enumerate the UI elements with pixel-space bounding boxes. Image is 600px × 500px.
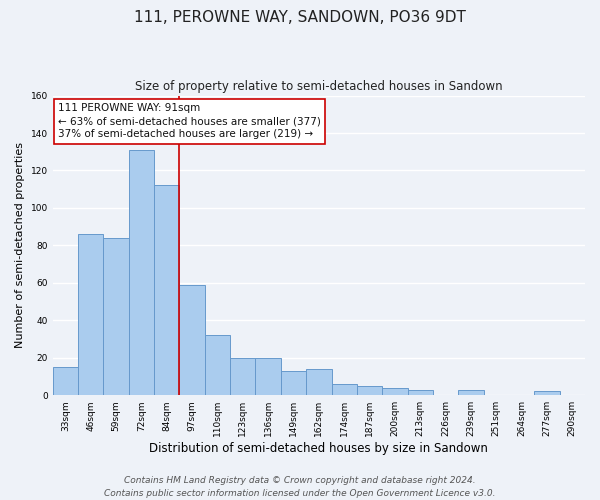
Bar <box>306 369 332 395</box>
Bar <box>458 390 484 395</box>
Bar <box>103 238 129 395</box>
Text: 111 PEROWNE WAY: 91sqm
← 63% of semi-detached houses are smaller (377)
37% of se: 111 PEROWNE WAY: 91sqm ← 63% of semi-det… <box>58 103 321 140</box>
Bar <box>357 386 382 395</box>
Bar <box>205 336 230 395</box>
Bar <box>407 390 433 395</box>
Text: 111, PEROWNE WAY, SANDOWN, PO36 9DT: 111, PEROWNE WAY, SANDOWN, PO36 9DT <box>134 10 466 25</box>
Bar <box>78 234 103 395</box>
Bar <box>154 186 179 395</box>
Bar <box>53 367 78 395</box>
Bar <box>382 388 407 395</box>
Title: Size of property relative to semi-detached houses in Sandown: Size of property relative to semi-detach… <box>135 80 503 93</box>
Bar <box>179 284 205 395</box>
Bar <box>129 150 154 395</box>
X-axis label: Distribution of semi-detached houses by size in Sandown: Distribution of semi-detached houses by … <box>149 442 488 455</box>
Bar <box>281 371 306 395</box>
Bar <box>230 358 256 395</box>
Bar <box>256 358 281 395</box>
Bar <box>332 384 357 395</box>
Y-axis label: Number of semi-detached properties: Number of semi-detached properties <box>15 142 25 348</box>
Bar <box>535 392 560 395</box>
Text: Contains HM Land Registry data © Crown copyright and database right 2024.
Contai: Contains HM Land Registry data © Crown c… <box>104 476 496 498</box>
